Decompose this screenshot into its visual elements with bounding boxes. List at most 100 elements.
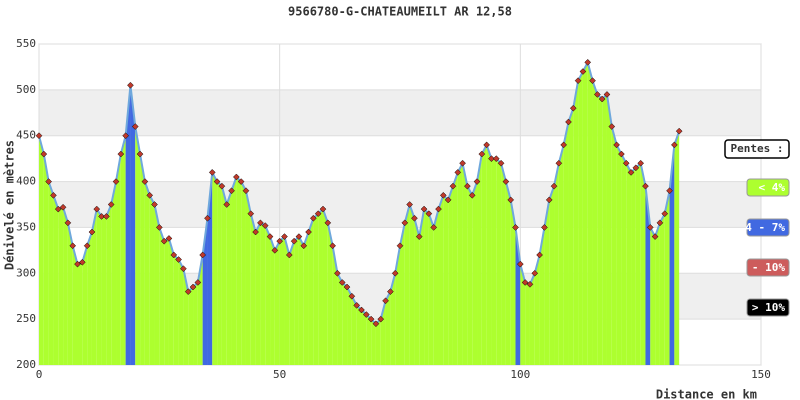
slope-segment bbox=[664, 190, 670, 365]
point-marker bbox=[131, 123, 139, 130]
point-marker bbox=[45, 178, 52, 185]
slope-segment bbox=[597, 94, 603, 365]
point-marker bbox=[541, 224, 548, 231]
point-marker bbox=[555, 159, 563, 167]
slope-segment bbox=[327, 222, 333, 365]
y-tick-label: 200 bbox=[16, 358, 36, 371]
slope-segment bbox=[164, 238, 169, 365]
point-marker bbox=[478, 150, 486, 158]
slope-segment bbox=[568, 108, 574, 365]
point-marker bbox=[353, 302, 361, 309]
point-marker bbox=[338, 279, 346, 286]
slope-segment bbox=[602, 94, 607, 365]
point-marker bbox=[88, 228, 96, 236]
point-marker bbox=[252, 228, 259, 236]
point-marker bbox=[64, 219, 72, 227]
point-marker bbox=[257, 219, 264, 227]
slope-segment bbox=[284, 236, 290, 365]
slope-segment bbox=[510, 199, 516, 365]
slope-segment bbox=[438, 195, 444, 365]
point-marker bbox=[194, 279, 202, 286]
slope-segment bbox=[554, 163, 559, 365]
point-marker bbox=[362, 311, 370, 318]
slope-segment bbox=[486, 144, 492, 365]
slope-segment bbox=[63, 207, 68, 365]
slope-segment bbox=[525, 282, 530, 365]
slope-segment bbox=[178, 259, 184, 365]
point-marker bbox=[199, 251, 207, 259]
slope-segment bbox=[144, 181, 150, 365]
point-marker bbox=[565, 118, 572, 126]
slope-segment bbox=[375, 319, 381, 365]
point-marker bbox=[560, 141, 568, 149]
point-marker bbox=[651, 233, 659, 240]
slope-segment bbox=[48, 181, 54, 365]
slope-segment bbox=[592, 80, 598, 365]
slope-segment bbox=[231, 176, 237, 365]
point-marker bbox=[59, 203, 67, 211]
point-marker bbox=[396, 242, 404, 250]
point-marker bbox=[387, 288, 394, 295]
point-marker bbox=[175, 256, 182, 263]
slope-segment bbox=[188, 287, 194, 365]
legend-swatch bbox=[746, 258, 790, 277]
point-marker bbox=[618, 150, 625, 158]
point-marker bbox=[473, 178, 481, 185]
point-marker bbox=[502, 178, 510, 185]
y-tick-label: 450 bbox=[16, 129, 36, 142]
point-marker bbox=[54, 205, 62, 213]
point-marker bbox=[483, 141, 490, 149]
slope-segment bbox=[130, 85, 136, 366]
point-marker bbox=[358, 306, 365, 314]
point-marker bbox=[579, 68, 587, 75]
point-marker bbox=[671, 141, 678, 149]
legend-label: > 10% bbox=[752, 301, 785, 314]
point-marker bbox=[492, 155, 500, 162]
point-marker bbox=[223, 201, 231, 208]
slope-segment bbox=[125, 85, 131, 366]
legend-swatch bbox=[746, 298, 790, 317]
slope-segment bbox=[520, 264, 526, 365]
point-marker bbox=[391, 269, 399, 277]
slope-segment bbox=[390, 273, 396, 365]
point-marker bbox=[276, 237, 284, 245]
point-marker bbox=[165, 235, 173, 242]
x-tick-label: 0 bbox=[36, 368, 43, 381]
slope-segment bbox=[626, 163, 632, 365]
y-tick-label: 500 bbox=[16, 83, 36, 96]
point-marker bbox=[170, 251, 178, 259]
slope-segment bbox=[347, 287, 352, 365]
point-marker bbox=[290, 237, 298, 245]
slope-segment bbox=[298, 236, 304, 365]
slope-segment bbox=[173, 254, 179, 365]
point-marker bbox=[93, 205, 101, 213]
slope-segment bbox=[371, 319, 376, 365]
point-marker bbox=[184, 288, 192, 295]
slope-segment bbox=[67, 222, 73, 365]
point-marker bbox=[632, 164, 640, 172]
point-marker bbox=[439, 191, 447, 199]
point-marker bbox=[430, 224, 438, 231]
point-marker bbox=[507, 196, 515, 204]
point-marker bbox=[675, 127, 683, 135]
slope-segment bbox=[395, 245, 400, 365]
point-marker bbox=[584, 58, 592, 66]
slope-segment bbox=[53, 195, 59, 365]
slope-segment bbox=[611, 126, 617, 366]
point-marker bbox=[377, 315, 385, 323]
slope-segment bbox=[563, 121, 569, 365]
point-marker bbox=[242, 187, 250, 195]
point-marker bbox=[180, 265, 187, 273]
legend-label: 4 - 7% bbox=[745, 221, 785, 234]
point-marker bbox=[324, 219, 332, 227]
slope-segment bbox=[385, 291, 391, 365]
legend-title-box bbox=[724, 139, 790, 159]
point-marker bbox=[295, 233, 303, 240]
slope-segment bbox=[433, 209, 439, 365]
point-marker bbox=[367, 315, 375, 323]
point-marker bbox=[281, 233, 288, 240]
point-marker bbox=[271, 247, 279, 254]
slope-segment bbox=[452, 172, 458, 365]
point-marker bbox=[608, 123, 616, 130]
